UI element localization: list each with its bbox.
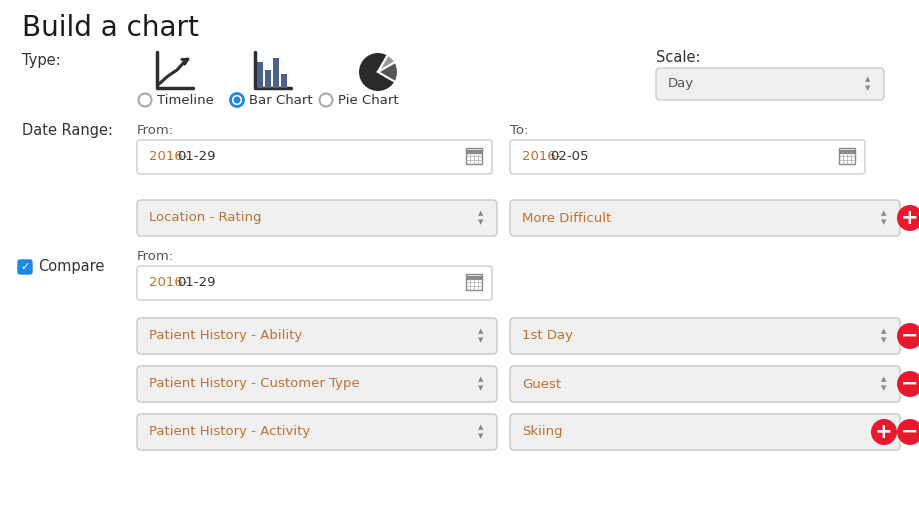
Circle shape <box>233 96 241 103</box>
Text: Skiing: Skiing <box>522 425 562 438</box>
FancyBboxPatch shape <box>137 140 492 174</box>
FancyBboxPatch shape <box>656 68 884 100</box>
Bar <box>281 74 287 88</box>
Text: ▼: ▼ <box>478 434 483 439</box>
Text: Compare: Compare <box>38 260 105 274</box>
Text: Type:: Type: <box>22 53 61 68</box>
Text: 01-29: 01-29 <box>176 151 215 163</box>
Text: 2016-: 2016- <box>149 276 187 289</box>
Text: ▲: ▲ <box>478 376 483 382</box>
Text: More Difficult: More Difficult <box>522 211 611 224</box>
Text: Scale:: Scale: <box>656 51 700 66</box>
Text: ▼: ▼ <box>478 337 483 344</box>
Wedge shape <box>378 55 395 72</box>
Text: ▼: ▼ <box>881 386 887 392</box>
FancyBboxPatch shape <box>510 140 865 174</box>
FancyBboxPatch shape <box>510 318 900 354</box>
Text: Timeline: Timeline <box>157 94 214 106</box>
Text: ✓: ✓ <box>20 262 29 272</box>
Text: ▼: ▼ <box>881 220 887 225</box>
FancyBboxPatch shape <box>510 366 900 402</box>
Text: −: − <box>902 374 919 394</box>
Circle shape <box>871 419 897 445</box>
Text: ▲: ▲ <box>478 424 483 431</box>
FancyBboxPatch shape <box>510 200 900 236</box>
Text: ▼: ▼ <box>478 386 483 392</box>
Text: From:: From: <box>137 123 174 137</box>
Text: ▲: ▲ <box>881 424 887 431</box>
Text: −: − <box>902 422 919 442</box>
Circle shape <box>231 94 244 106</box>
Wedge shape <box>358 52 398 92</box>
Text: Build a chart: Build a chart <box>22 14 199 42</box>
Wedge shape <box>378 62 398 82</box>
Circle shape <box>897 419 919 445</box>
Text: ▲: ▲ <box>866 76 870 82</box>
Text: ▲: ▲ <box>881 210 887 217</box>
Circle shape <box>897 323 919 349</box>
Text: −: − <box>902 326 919 346</box>
Text: 1st Day: 1st Day <box>522 330 573 343</box>
Circle shape <box>139 94 152 106</box>
Text: From:: From: <box>137 249 174 263</box>
Text: Date Range:: Date Range: <box>22 122 113 138</box>
Text: 2016-: 2016- <box>522 151 561 163</box>
Text: ▼: ▼ <box>478 220 483 225</box>
Text: ▲: ▲ <box>478 329 483 334</box>
FancyBboxPatch shape <box>137 414 497 450</box>
Text: ▲: ▲ <box>881 376 887 382</box>
Text: Patient History - Ability: Patient History - Ability <box>149 330 302 343</box>
Circle shape <box>320 94 333 106</box>
Text: 01-29: 01-29 <box>176 276 215 289</box>
Text: Day: Day <box>668 77 694 91</box>
FancyBboxPatch shape <box>137 266 492 300</box>
Bar <box>273 58 279 88</box>
Bar <box>265 70 271 88</box>
Text: Location - Rating: Location - Rating <box>149 211 262 224</box>
Text: Pie Chart: Pie Chart <box>338 94 399 106</box>
Text: Patient History - Customer Type: Patient History - Customer Type <box>149 377 359 391</box>
Circle shape <box>897 371 919 397</box>
Text: Guest: Guest <box>522 377 562 391</box>
Text: 02-05: 02-05 <box>550 151 588 163</box>
FancyBboxPatch shape <box>510 414 900 450</box>
Text: To:: To: <box>510 123 528 137</box>
FancyBboxPatch shape <box>137 318 497 354</box>
Text: ▲: ▲ <box>881 329 887 334</box>
Text: +: + <box>875 422 893 442</box>
Text: ▼: ▼ <box>881 337 887 344</box>
Text: ▲: ▲ <box>478 210 483 217</box>
Text: Patient History - Activity: Patient History - Activity <box>149 425 311 438</box>
Text: ▼: ▼ <box>881 434 887 439</box>
FancyBboxPatch shape <box>137 366 497 402</box>
Text: +: + <box>902 208 919 228</box>
Circle shape <box>897 205 919 231</box>
Text: Bar Chart: Bar Chart <box>249 94 312 106</box>
Bar <box>257 62 263 88</box>
FancyBboxPatch shape <box>137 200 497 236</box>
Text: 2016-: 2016- <box>149 151 187 163</box>
Text: ▼: ▼ <box>866 86 870 92</box>
FancyBboxPatch shape <box>18 260 32 274</box>
